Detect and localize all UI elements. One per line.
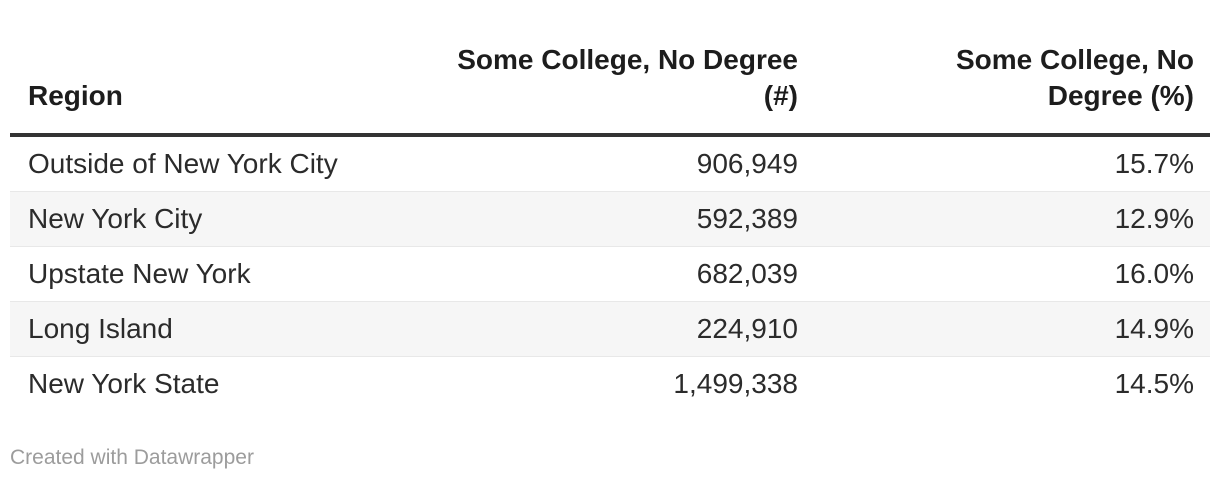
count-cell: 592,389 [696,203,798,234]
table-body: Outside of New York City 906,949 15.7% N… [10,135,1210,411]
count-cell: 224,910 [696,313,798,344]
count-cell: 682,039 [696,258,798,289]
column-header-percent-line2: Degree (%) [1047,80,1194,111]
region-cell: New York City [28,203,203,234]
table-row: Outside of New York City 906,949 15.7% [10,135,1210,192]
datawrapper-table-chart: Region Some College, No Degree (#) Some … [10,0,1210,472]
table-row: Upstate New York 682,039 16.0% [10,246,1210,302]
column-header-percent: Some College, No Degree (%) [814,0,1210,137]
table-row: New York City 592,389 12.9% [10,191,1210,247]
table-row: New York State 1,499,338 14.5% [10,356,1210,412]
column-header-count-line1: Some College, No Degree [457,44,798,75]
count-cell: 906,949 [696,148,798,179]
column-header-region: Region [10,0,390,137]
count-cell: 1,499,338 [673,368,798,399]
column-header-count-line2: (#) [763,80,798,111]
percent-cell: 14.5% [1114,368,1194,399]
region-cell: Outside of New York City [28,148,338,179]
column-header-count: Some College, No Degree (#) [390,0,814,137]
column-header-percent-line1: Some College, No [955,44,1194,75]
footer: Created with Datawrapper [10,444,1210,472]
header-row: Region Some College, No Degree (#) Some … [10,0,1210,137]
datawrapper-credit-link[interactable]: Created with Datawrapper [10,446,254,469]
table-header: Region Some College, No Degree (#) Some … [10,0,1210,137]
percent-cell: 15.7% [1114,148,1194,179]
region-cell: Long Island [28,313,173,344]
percent-cell: 12.9% [1114,203,1194,234]
table-row: Long Island 224,910 14.9% [10,301,1210,357]
region-cell: Upstate New York [28,258,251,289]
percent-cell: 14.9% [1114,313,1194,344]
column-header-region-label: Region [28,80,123,111]
percent-cell: 16.0% [1114,258,1194,289]
region-cell: New York State [28,368,220,399]
data-table: Region Some College, No Degree (#) Some … [10,0,1210,411]
